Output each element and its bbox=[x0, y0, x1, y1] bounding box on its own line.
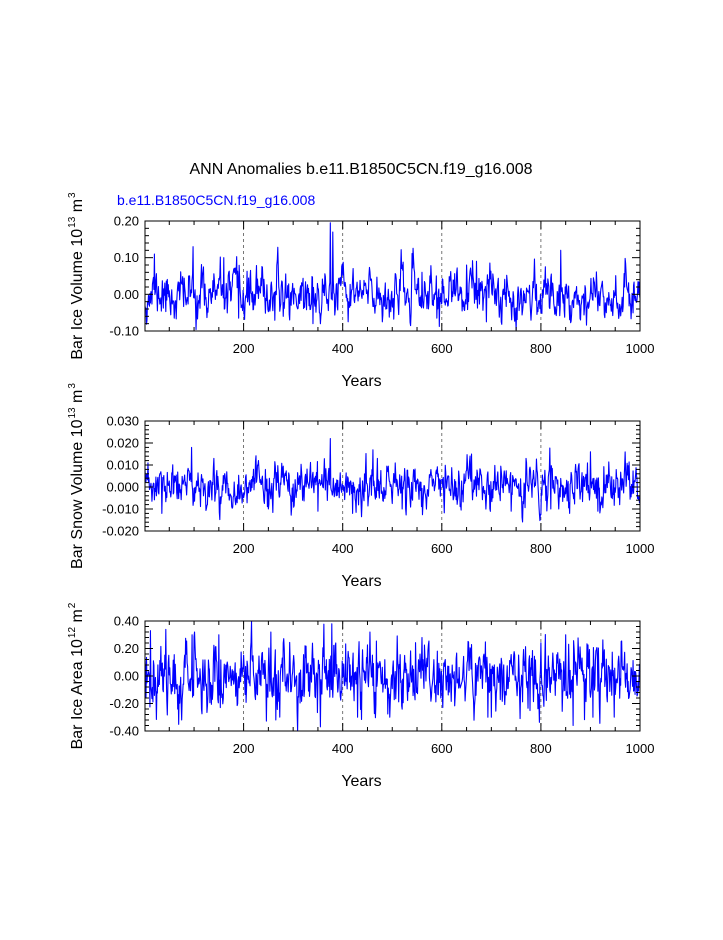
figure-title: ANN Anomalies b.e11.B1850C5CN.f19_g16.00… bbox=[189, 161, 532, 178]
x-axis-title: Years bbox=[341, 773, 381, 790]
x-tick-label: 800 bbox=[530, 541, 552, 556]
y-tick-label: 0.030 bbox=[106, 414, 139, 429]
y-tick-label: 0.00 bbox=[114, 287, 139, 302]
y-tick-label: 0.20 bbox=[114, 641, 139, 656]
chart-panel-1: 200 400 600 800 1000 -0.10 0.00 0.10 0.20 Years Ba… bbox=[67, 192, 654, 390]
x-tick-label: 200 bbox=[233, 541, 255, 556]
y-tick-label: -0.010 bbox=[102, 502, 139, 517]
y-tick-label: -0.20 bbox=[109, 696, 139, 711]
y-tick-label: 0.010 bbox=[106, 458, 139, 473]
x-tick-label: 600 bbox=[431, 741, 453, 756]
chart-panel-2: 200 400 600 800 1000 -0.020 -0.010 0.000 0.010 0.… bbox=[67, 383, 654, 590]
y-axis-title-text: m bbox=[69, 390, 86, 408]
y-tick-label: -0.10 bbox=[109, 324, 139, 339]
y-axis-title: Bar Ice Area 1012 m2 bbox=[67, 602, 86, 749]
y-tick-label: 0.40 bbox=[114, 614, 139, 629]
y-tick-label: 0.10 bbox=[114, 250, 139, 265]
y-axis-title: Bar Snow Volume 1013 m3 bbox=[67, 383, 86, 569]
y-axis-title-superscript: 12 bbox=[67, 627, 78, 639]
y-tick-label: 0.000 bbox=[106, 480, 139, 495]
y-axis-title: Bar Ice Volume 1013 m3 bbox=[67, 192, 86, 360]
y-axis-title-text: m bbox=[69, 199, 86, 217]
x-tick-label: 1000 bbox=[626, 541, 655, 556]
series-line-1 bbox=[144, 620, 641, 732]
y-axis-title-superscript: 2 bbox=[67, 602, 78, 608]
y-axis-title-text: Bar Ice Area 10 bbox=[69, 639, 86, 749]
y-axis-title-superscript: 13 bbox=[67, 216, 78, 228]
series-line-1 bbox=[144, 438, 641, 523]
y-axis-title-superscript: 3 bbox=[67, 192, 78, 198]
x-tick-label: 600 bbox=[431, 341, 453, 356]
case-label: b.e11.B1850C5CN.f19_g16.008 bbox=[117, 192, 315, 208]
x-tick-label: 600 bbox=[431, 541, 453, 556]
y-axis-title-superscript: 3 bbox=[67, 383, 78, 389]
y-tick-label: -0.40 bbox=[109, 724, 139, 739]
x-tick-label: 400 bbox=[332, 541, 354, 556]
x-tick-label: 400 bbox=[332, 341, 354, 356]
chart-panel-3: 200 400 600 800 1000 -0.40 -0.20 0.00 0.20 0.40 Ye… bbox=[67, 602, 654, 790]
y-tick-label: 0.020 bbox=[106, 436, 139, 451]
x-tick-label: 800 bbox=[530, 341, 552, 356]
x-axis-title: Years bbox=[341, 373, 381, 390]
y-axis-title-text: Bar Snow Volume 10 bbox=[69, 419, 86, 569]
y-axis-title-text: m bbox=[69, 609, 86, 627]
y-tick-label: 0.00 bbox=[114, 669, 139, 684]
x-tick-label: 200 bbox=[233, 341, 255, 356]
x-tick-label: 400 bbox=[332, 741, 354, 756]
y-tick-label: 0.20 bbox=[114, 214, 139, 229]
panels-container: 200 400 600 800 1000 -0.10 0.00 0.10 0.20 Years Ba… bbox=[67, 192, 654, 790]
y-tick-label: -0.020 bbox=[102, 524, 139, 539]
x-tick-label: 200 bbox=[233, 741, 255, 756]
series-line-1 bbox=[144, 222, 641, 331]
y-axis-title-superscript: 13 bbox=[67, 407, 78, 419]
x-tick-label: 1000 bbox=[626, 341, 655, 356]
x-tick-label: 800 bbox=[530, 741, 552, 756]
y-axis-title-text: Bar Ice Volume 10 bbox=[69, 229, 86, 360]
x-tick-label: 1000 bbox=[626, 741, 655, 756]
x-axis-title: Years bbox=[341, 573, 381, 590]
